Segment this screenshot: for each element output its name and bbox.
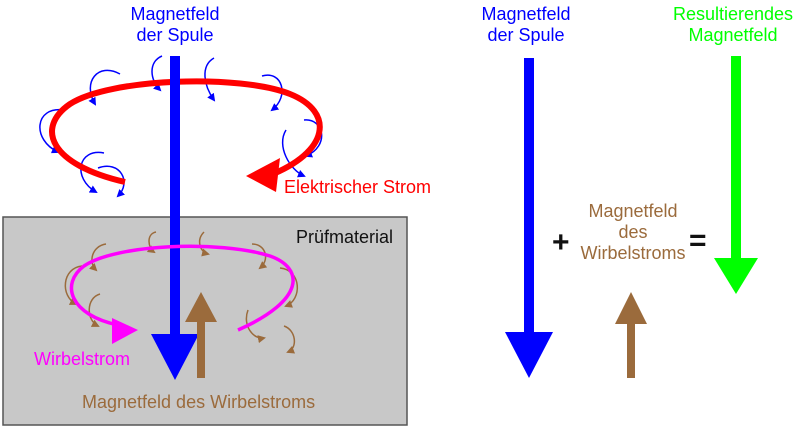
electric-current-arrowhead (246, 158, 280, 192)
eddy-field-label-right: Magnetfeld des Wirbelstroms (580, 201, 686, 263)
coil-field-label-left: Magnetfeld der Spule (130, 4, 220, 45)
eddy-field-loops (64, 231, 299, 354)
eddy-current-label: Wirbelstrom (34, 349, 131, 369)
eddy-current-loop (69, 244, 295, 332)
eddy-field-arrowhead-left (185, 292, 217, 322)
resulting-field-label: Resultierendes Magnetfeld (672, 4, 794, 45)
eddy-field-arrow-left (197, 320, 205, 378)
eddy-field-label-bottom: Magnetfeld des Wirbelstroms (82, 392, 316, 412)
eddy-field-arrow-right (627, 320, 635, 378)
plus-sign: + (552, 226, 570, 259)
coil-field-loops (39, 55, 323, 198)
equals-sign: = (689, 224, 707, 257)
coil-field-arrow-right (524, 58, 534, 340)
electric-current-label: Elektrischer Strom (284, 177, 432, 197)
resulting-field-arrow (731, 56, 741, 262)
eddy-current-arrowhead (112, 318, 138, 344)
test-material-label: Prüfmaterial (296, 227, 394, 247)
coil-field-arrowhead-right (505, 332, 553, 378)
coil-field-arrow-left (170, 56, 180, 338)
electric-current-loop (49, 78, 323, 185)
eddy-field-arrowhead-right (615, 292, 647, 324)
resulting-field-arrowhead (714, 258, 758, 294)
coil-field-label-right: Magnetfeld der Spule (481, 4, 571, 45)
coil-field-arrowhead-left (151, 334, 199, 380)
